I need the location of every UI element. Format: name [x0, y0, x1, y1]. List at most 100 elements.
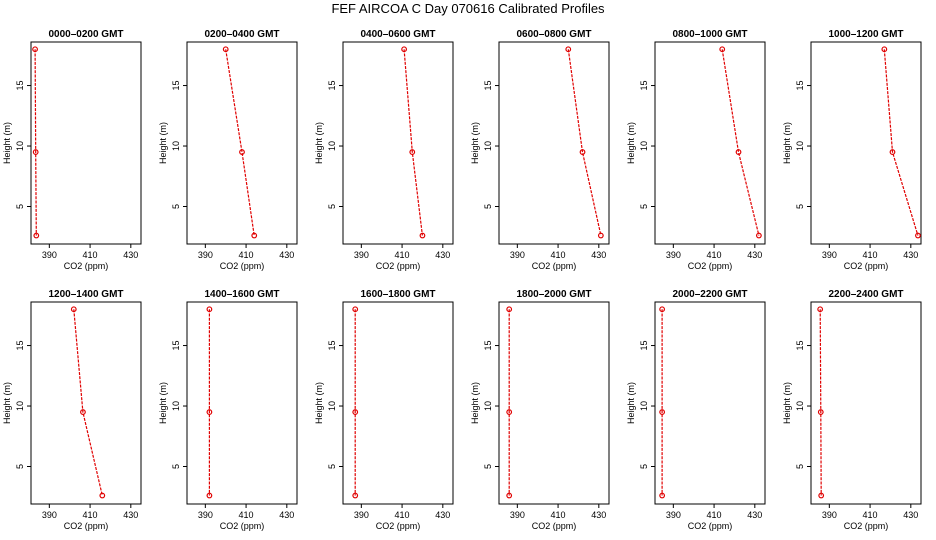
- x-tick-label: 430: [747, 510, 762, 520]
- y-tick-label: 15: [639, 341, 649, 351]
- panel: 2200–2400 GMT 390 410 430 5 10 15 CO2 (ppm) Heig…: [782, 289, 922, 531]
- plot-frame: [810, 301, 922, 505]
- x-axis-label: CO2 (ppm): [220, 261, 265, 271]
- x-tick-label: 390: [666, 250, 681, 260]
- x-tick-label: 410: [239, 510, 254, 520]
- y-axis-label: Height (m): [626, 122, 636, 164]
- y-tick-label: 15: [795, 341, 805, 351]
- y-tick-label: 10: [15, 141, 25, 151]
- profile-line: [225, 49, 255, 236]
- y-tick-label: 15: [15, 81, 25, 91]
- main-title: FEF AIRCOA C Day 070616 Calibrated Profi…: [331, 1, 605, 16]
- x-tick-label: 430: [903, 250, 918, 260]
- data-point: [251, 232, 258, 239]
- x-tick-label: 390: [666, 510, 681, 520]
- panel: 0600–0800 GMT 390 410 430 5 10 15 CO2 (ppm) Heig…: [470, 29, 610, 271]
- panel-title: 0200–0400 GMT: [204, 29, 279, 40]
- panel-title: 2000–2200 GMT: [672, 289, 747, 300]
- x-tick-label: 410: [551, 510, 566, 520]
- y-axis-label: Height (m): [158, 382, 168, 424]
- data-point: [659, 306, 666, 313]
- profile-line: [567, 49, 602, 236]
- x-tick-label: 390: [354, 510, 369, 520]
- panel: 1000–1200 GMT 390 410 430 5 10 15 CO2 (ppm) Heig…: [782, 29, 922, 271]
- y-tick-label: 5: [15, 204, 25, 209]
- x-tick-label: 390: [822, 510, 837, 520]
- plot-frame: [810, 41, 922, 245]
- y-tick-label: 15: [483, 81, 493, 91]
- panel-title: 0800–1000 GMT: [672, 29, 747, 40]
- x-tick-label: 410: [239, 250, 254, 260]
- x-axis-label: CO2 (ppm): [532, 521, 577, 531]
- x-tick-label: 410: [707, 510, 722, 520]
- y-axis-label: Height (m): [2, 382, 12, 424]
- profile-line: [721, 49, 760, 236]
- plot-frame: [498, 301, 610, 505]
- x-axis-label: CO2 (ppm): [532, 261, 577, 271]
- data-point: [70, 306, 77, 313]
- data-point: [80, 409, 86, 415]
- y-axis-label: Height (m): [470, 122, 480, 164]
- y-tick-label: 15: [327, 81, 337, 91]
- panel: 1800–2000 GMT 390 410 430 5 10 15 CO2 (ppm) Heig…: [470, 289, 610, 531]
- y-tick-label: 15: [15, 341, 25, 351]
- x-tick-label: 430: [279, 510, 294, 520]
- data-point: [352, 409, 359, 415]
- y-tick-label: 10: [327, 141, 337, 151]
- profile-line: [34, 49, 37, 236]
- y-tick-label: 5: [483, 204, 493, 209]
- profile-line: [819, 309, 822, 496]
- panel: 0400–0600 GMT 390 410 430 5 10 15 CO2 (ppm) Heig…: [314, 29, 454, 271]
- data-point: [755, 232, 762, 239]
- x-tick-label: 390: [822, 250, 837, 260]
- panel: 1400–1600 GMT 390 410 430 5 10 15 CO2 (ppm) Heig…: [158, 289, 298, 531]
- y-tick-label: 15: [171, 81, 181, 91]
- y-tick-label: 15: [171, 341, 181, 351]
- y-axis-label: Height (m): [158, 122, 168, 164]
- x-axis-label: CO2 (ppm): [844, 261, 889, 271]
- y-tick-label: 10: [171, 401, 181, 411]
- data-point: [579, 149, 586, 155]
- plot-frame: [186, 301, 298, 505]
- y-axis-label: Height (m): [2, 122, 12, 164]
- y-tick-label: 5: [327, 464, 337, 469]
- y-axis-label: Height (m): [626, 382, 636, 424]
- data-point: [401, 46, 408, 53]
- y-tick-label: 10: [171, 141, 181, 151]
- y-tick-label: 5: [171, 464, 181, 469]
- data-point: [817, 409, 824, 415]
- data-point: [222, 46, 229, 53]
- panel-grid: 0000–0200 GMT 390 410 430 5 10 15 CO2 (ppm) Heig…: [2, 29, 922, 531]
- x-tick-label: 390: [42, 250, 57, 260]
- x-tick-label: 390: [42, 510, 57, 520]
- y-tick-label: 5: [795, 204, 805, 209]
- x-tick-label: 430: [591, 250, 606, 260]
- data-point: [597, 232, 604, 239]
- x-tick-label: 430: [591, 510, 606, 520]
- profile-line: [883, 49, 919, 236]
- x-tick-label: 410: [551, 250, 566, 260]
- x-axis-label: CO2 (ppm): [688, 521, 733, 531]
- data-point: [33, 232, 40, 239]
- plot-frame: [498, 41, 610, 245]
- panel: 0000–0200 GMT 390 410 430 5 10 15 CO2 (ppm) Heig…: [2, 29, 142, 271]
- data-point: [565, 46, 572, 53]
- x-tick-label: 390: [198, 250, 213, 260]
- panel: 2000–2200 GMT 390 410 430 5 10 15 CO2 (ppm) Heig…: [626, 289, 766, 531]
- x-tick-label: 410: [83, 510, 98, 520]
- y-tick-label: 10: [15, 401, 25, 411]
- x-tick-label: 410: [863, 250, 878, 260]
- x-tick-label: 410: [395, 510, 410, 520]
- y-tick-label: 15: [483, 341, 493, 351]
- data-point: [352, 492, 359, 499]
- data-point: [889, 149, 896, 155]
- y-tick-label: 15: [795, 81, 805, 91]
- x-axis-label: CO2 (ppm): [220, 521, 265, 531]
- x-tick-label: 390: [510, 250, 525, 260]
- y-axis-label: Height (m): [782, 382, 792, 424]
- data-point: [409, 149, 416, 155]
- x-tick-label: 390: [510, 510, 525, 520]
- data-point: [419, 232, 426, 239]
- x-tick-label: 390: [354, 250, 369, 260]
- x-tick-label: 410: [707, 250, 722, 260]
